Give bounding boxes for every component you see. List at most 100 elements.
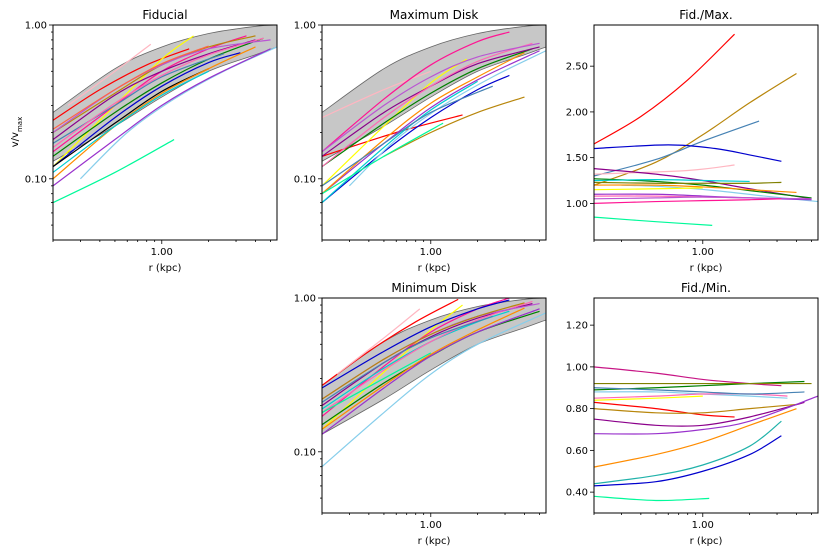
plot-area (322, 298, 546, 468)
series-line (594, 179, 750, 183)
series-line (67, 43, 152, 106)
series-line (322, 70, 431, 119)
panel-title: Maximum Disk (390, 8, 479, 22)
y-tick-label: 2.50 (566, 62, 588, 73)
series-line (594, 408, 797, 468)
series-line (594, 395, 818, 435)
series-line (336, 308, 421, 375)
series-line (383, 96, 525, 157)
panel-fiducial: Fiducial v/vmax r (kpc) 1.00 0.10 1.00 (10, 8, 278, 274)
series-line (53, 39, 256, 141)
series-line (594, 401, 805, 427)
series-line (322, 48, 533, 168)
series-line (53, 68, 209, 168)
series-line (53, 37, 264, 157)
series-line (594, 387, 805, 395)
panel-title: Fiducial (142, 8, 187, 22)
plot-area (594, 33, 818, 226)
series-line (594, 120, 760, 177)
shaded-band (322, 25, 546, 162)
series-line (322, 85, 493, 187)
axes-frame (593, 24, 819, 241)
panel-minimum-disk: Minimum Disk r (kpc) 1.00 0.10 1.00 (294, 281, 547, 547)
series-line (322, 114, 463, 157)
y-tick-label: 0.40 (566, 488, 588, 499)
xlabel-text: r (kpc) (149, 263, 182, 274)
series-line (594, 187, 703, 191)
x-tick-label: 1.00 (692, 247, 714, 258)
y-tick-label: 1.00 (566, 362, 588, 373)
xlabel-text: r (kpc) (418, 536, 451, 547)
series-line (322, 58, 467, 187)
series-line (53, 46, 256, 180)
series-line (53, 48, 190, 121)
series-line (322, 312, 546, 468)
panel-fid-max: Fid./Max. r (kpc) 1.00 1.00 1.50 2.00 2.50 (566, 8, 819, 274)
series-line (322, 307, 525, 430)
xlabel-text: r (kpc) (690, 263, 723, 274)
series-line (322, 122, 444, 195)
y-tick-label: 1.50 (566, 153, 588, 164)
series-line (53, 48, 271, 187)
series-line (322, 298, 510, 417)
ylabel-subscript: max (16, 117, 24, 132)
y-tick-label: 1.00 (566, 199, 588, 210)
series-line (53, 37, 264, 148)
series-line (322, 31, 510, 153)
series-line (322, 302, 525, 400)
y-tick-label: 0.60 (566, 446, 588, 457)
series-line (322, 304, 463, 430)
plot-area (594, 366, 818, 502)
series-line (53, 139, 175, 204)
series-line (322, 42, 540, 153)
series-line (322, 50, 540, 195)
series-line (322, 308, 540, 435)
x-tick-label: 1.00 (692, 520, 714, 531)
series-line (594, 420, 782, 485)
series-line (53, 53, 224, 144)
y-tick-label: 1.00 (294, 294, 316, 305)
series-line (322, 352, 432, 414)
series-line (594, 144, 782, 162)
plot-area (53, 25, 277, 204)
series-line (594, 33, 735, 145)
xlabel-text: r (kpc) (418, 263, 451, 274)
y-tick-label: 0.80 (566, 404, 588, 415)
series-line (594, 403, 797, 414)
series-line (594, 401, 735, 418)
y-tick-label: 0.10 (294, 174, 316, 185)
series-line (348, 50, 546, 187)
series-line (594, 198, 782, 204)
ylabel-text: v/vmax (10, 117, 24, 147)
series-line (594, 216, 713, 226)
x-tick-label: 1.00 (151, 247, 173, 258)
y-tick-label: 1.20 (566, 321, 588, 332)
series-line (322, 315, 493, 403)
xlabel-text: r (kpc) (690, 536, 723, 547)
series-line (53, 70, 209, 173)
panel-title: Minimum Disk (391, 281, 476, 295)
x-tick-label: 1.00 (420, 247, 442, 258)
series-line (322, 299, 510, 389)
y-tick-label: 1.00 (25, 21, 47, 32)
y-tick-label: 0.10 (294, 447, 316, 458)
series-line (594, 393, 788, 399)
series-line (53, 39, 271, 133)
y-tick-label: 2.00 (566, 107, 588, 118)
series-line (322, 42, 533, 168)
series-line (53, 52, 241, 168)
series-line (322, 300, 533, 414)
series-line (594, 181, 782, 184)
series-line (53, 45, 209, 130)
y-tick-label: 0.10 (25, 174, 47, 185)
series-line (594, 178, 812, 199)
panel-title: Fid./Min. (681, 281, 731, 295)
series-line (322, 52, 525, 195)
series-line (594, 164, 735, 175)
series-line (594, 380, 805, 391)
x-tick-label: 1.00 (420, 520, 442, 531)
shaded-band (322, 298, 546, 435)
panel-fid-min: Fid./Min. r (kpc) 1.00 0.40 0.60 0.80 1.00 1.… (566, 281, 819, 547)
panel-maximum-disk: Maximum Disk r (kpc) 1.00 0.10 1.00 (294, 8, 547, 274)
